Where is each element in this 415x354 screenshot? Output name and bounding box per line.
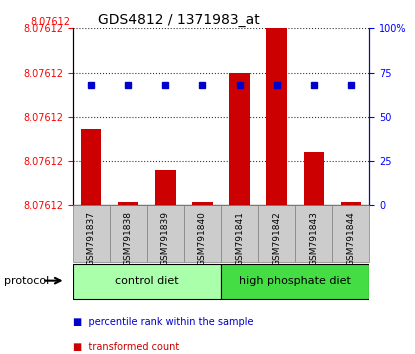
Text: protocol: protocol bbox=[4, 276, 49, 286]
Bar bbox=[229, 73, 250, 205]
Bar bbox=[332, 205, 369, 262]
Bar bbox=[81, 129, 101, 205]
Text: GDS4812 / 1371983_at: GDS4812 / 1371983_at bbox=[98, 12, 259, 27]
Bar bbox=[341, 202, 361, 205]
Bar bbox=[73, 264, 221, 299]
Text: ■  percentile rank within the sample: ■ percentile rank within the sample bbox=[73, 317, 253, 327]
Text: GSM791837: GSM791837 bbox=[87, 211, 96, 266]
Bar bbox=[192, 202, 212, 205]
Bar bbox=[110, 205, 147, 262]
Text: control diet: control diet bbox=[115, 276, 178, 286]
Bar bbox=[303, 152, 324, 205]
Bar bbox=[118, 202, 139, 205]
Text: 8.07612: 8.07612 bbox=[31, 17, 71, 27]
Bar bbox=[221, 205, 258, 262]
Text: GSM791840: GSM791840 bbox=[198, 211, 207, 266]
Bar bbox=[221, 264, 369, 299]
Text: GSM791842: GSM791842 bbox=[272, 211, 281, 266]
Text: GSM791843: GSM791843 bbox=[309, 211, 318, 266]
Bar bbox=[258, 205, 295, 262]
Bar bbox=[184, 205, 221, 262]
Bar bbox=[266, 28, 287, 205]
Bar bbox=[147, 205, 184, 262]
Bar bbox=[73, 205, 110, 262]
Text: GSM791839: GSM791839 bbox=[161, 211, 170, 266]
Text: ■  transformed count: ■ transformed count bbox=[73, 342, 179, 352]
Text: GSM791838: GSM791838 bbox=[124, 211, 133, 266]
Text: GSM791841: GSM791841 bbox=[235, 211, 244, 266]
Bar bbox=[155, 170, 176, 205]
Text: GSM791844: GSM791844 bbox=[346, 211, 355, 266]
Bar bbox=[295, 205, 332, 262]
Text: high phosphate diet: high phosphate diet bbox=[239, 276, 351, 286]
